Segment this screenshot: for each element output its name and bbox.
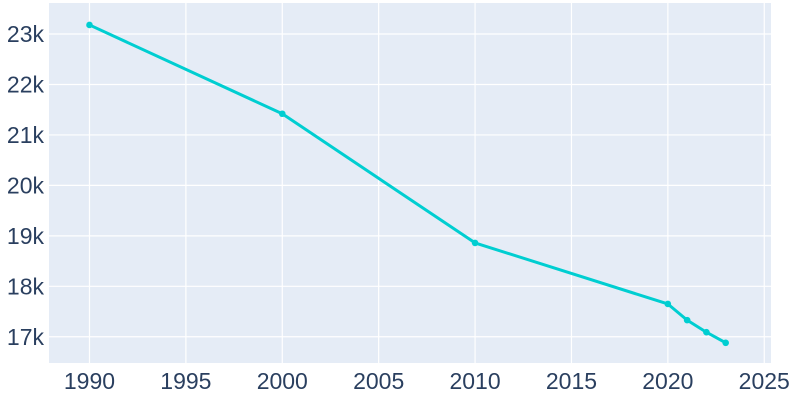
- data-point-2000: [278, 110, 286, 118]
- x-tick-label-2000: 2000: [257, 368, 308, 394]
- y-tick-label-18k: 18k: [7, 273, 45, 299]
- x-tick-label-2010: 2010: [449, 368, 500, 394]
- data-point-2020: [664, 300, 672, 308]
- y-tick-label-20k: 20k: [7, 172, 45, 198]
- data-point-1990: [86, 21, 93, 29]
- x-tick-label-2015: 2015: [546, 368, 597, 394]
- data-point-2010: [471, 239, 479, 247]
- data-point-2022: [703, 328, 710, 336]
- x-tick-label-2005: 2005: [353, 368, 404, 394]
- x-tick-label-2025: 2025: [739, 368, 790, 394]
- x-tick-label-1990: 1990: [64, 368, 115, 394]
- y-tick-label-19k: 19k: [7, 223, 45, 249]
- y-tick-label-21k: 21k: [7, 122, 45, 148]
- y-tick-label-23k: 23k: [7, 21, 45, 47]
- y-tick-label-17k: 17k: [7, 324, 45, 350]
- y-tick-label-22k: 22k: [7, 71, 45, 97]
- x-tick-label-1995: 1995: [160, 368, 211, 394]
- x-tick-label-2020: 2020: [642, 368, 693, 394]
- data-point-2021: [683, 316, 691, 324]
- data-point-2023: [722, 339, 729, 347]
